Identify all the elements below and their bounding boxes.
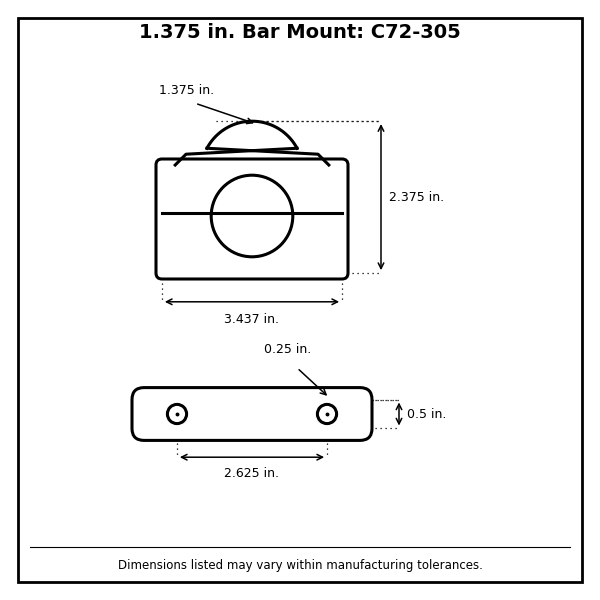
Text: 1.375 in. Bar Mount: C72-305: 1.375 in. Bar Mount: C72-305: [139, 23, 461, 43]
Text: 2.625 in.: 2.625 in.: [224, 467, 280, 481]
Text: 1.375 in.: 1.375 in.: [159, 83, 214, 97]
Text: 0.25 in.: 0.25 in.: [264, 343, 311, 356]
Text: 0.5 in.: 0.5 in.: [407, 407, 446, 421]
Text: 2.375 in.: 2.375 in.: [389, 191, 444, 203]
Text: Dimensions listed may vary within manufacturing tolerances.: Dimensions listed may vary within manufa…: [118, 559, 482, 572]
Text: 3.437 in.: 3.437 in.: [224, 313, 280, 326]
FancyBboxPatch shape: [132, 388, 372, 440]
FancyBboxPatch shape: [156, 159, 348, 279]
FancyBboxPatch shape: [18, 18, 582, 582]
